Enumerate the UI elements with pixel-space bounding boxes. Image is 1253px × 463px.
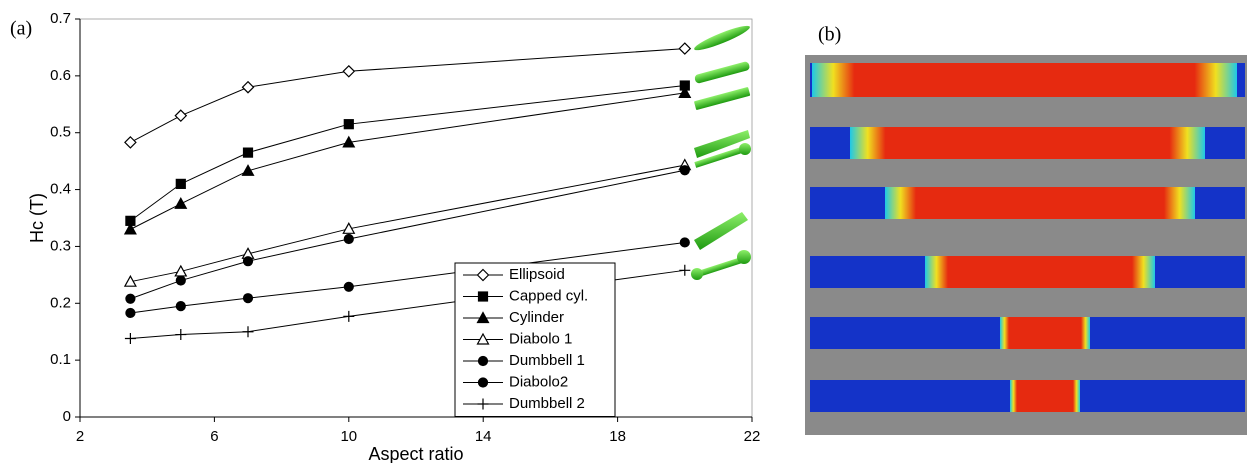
legend-label: Diabolo 1 bbox=[509, 330, 572, 347]
marker bbox=[123, 274, 137, 287]
x-tick-label: 18 bbox=[609, 428, 626, 445]
x-axis-label: Aspect ratio bbox=[368, 444, 463, 463]
marker bbox=[342, 64, 356, 78]
marker bbox=[679, 165, 690, 176]
marker bbox=[343, 310, 355, 322]
y-tick-label: 0.2 bbox=[50, 294, 71, 311]
marker bbox=[679, 237, 690, 248]
marker bbox=[124, 333, 136, 345]
marker bbox=[678, 86, 692, 99]
marker bbox=[342, 135, 356, 148]
marker bbox=[476, 332, 490, 345]
legend-marker bbox=[477, 398, 489, 410]
marker bbox=[678, 42, 692, 55]
series-line bbox=[130, 92, 685, 230]
marker bbox=[476, 268, 490, 282]
marker bbox=[242, 293, 254, 304]
legend-label: Dumbbell 2 bbox=[509, 395, 585, 412]
marker bbox=[679, 264, 691, 276]
plot-frame bbox=[79, 18, 753, 418]
legend-label: Capped cyl. bbox=[509, 287, 588, 304]
x-tick-label: 14 bbox=[475, 428, 492, 445]
x-tick-label: 2 bbox=[76, 428, 84, 445]
marker bbox=[242, 326, 254, 338]
y-tick-label: 0.6 bbox=[50, 67, 71, 84]
y-tick-label: 0.4 bbox=[50, 181, 71, 198]
marker bbox=[242, 256, 254, 267]
legend-label: Dumbbell 1 bbox=[509, 352, 585, 369]
marker bbox=[241, 80, 255, 94]
marker bbox=[242, 147, 254, 158]
marker bbox=[476, 311, 490, 324]
legend-marker bbox=[477, 355, 489, 367]
marker bbox=[343, 233, 354, 245]
y-tick-label: 0 bbox=[63, 408, 71, 425]
marker bbox=[124, 136, 137, 149]
panel-label: (a) bbox=[10, 18, 32, 40]
marker bbox=[174, 109, 188, 123]
series-line bbox=[130, 85, 685, 222]
marker bbox=[241, 164, 255, 176]
marker bbox=[175, 301, 186, 312]
legend-label: Diabolo2 bbox=[509, 373, 568, 390]
x-tick-label: 6 bbox=[210, 428, 218, 445]
y-tick-label: 0.7 bbox=[50, 10, 71, 27]
marker bbox=[175, 178, 186, 189]
marker bbox=[174, 197, 188, 209]
shape-icons bbox=[691, 25, 751, 280]
marker bbox=[125, 293, 136, 304]
marker bbox=[125, 307, 136, 319]
marker bbox=[123, 222, 137, 235]
marker bbox=[175, 275, 186, 286]
marker bbox=[175, 329, 187, 341]
legend-marker bbox=[477, 377, 489, 388]
legend-label: Ellipsoid bbox=[509, 266, 565, 283]
y-axis-label: Hc (T) bbox=[27, 193, 47, 243]
simulation-image bbox=[805, 55, 1247, 435]
panel-label: (b) bbox=[818, 24, 841, 46]
marker bbox=[343, 119, 354, 130]
legend-marker bbox=[477, 291, 489, 302]
marker bbox=[342, 222, 356, 234]
y-tick-label: 0.5 bbox=[50, 124, 71, 141]
x-tick-label: 22 bbox=[744, 428, 761, 445]
y-tick-label: 0.3 bbox=[50, 237, 71, 254]
legend-label: Cylinder bbox=[509, 309, 564, 326]
marker bbox=[343, 281, 354, 292]
x-tick-label: 10 bbox=[340, 428, 357, 445]
y-tick-label: 0.1 bbox=[50, 351, 71, 368]
